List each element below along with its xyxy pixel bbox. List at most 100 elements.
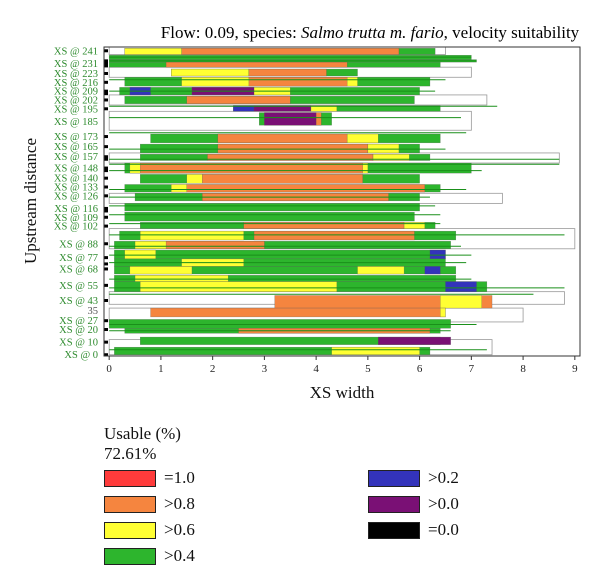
suitability-cell-gt06-64 [357, 266, 405, 275]
y-tick-label-23: 35 [88, 306, 99, 317]
legend-item-5: >0.0 [368, 494, 459, 514]
suitability-cell-gt06-34 [372, 154, 410, 161]
suitability-cell-gt04-57 [114, 249, 446, 260]
suitability-cell-gt06-8 [171, 68, 250, 77]
y-tick-label-11: XS @ 148 [54, 164, 98, 175]
suitability-cell-gt08-9 [248, 68, 327, 77]
suitability-cell-gt04-47 [124, 212, 415, 222]
suitability-cell-gt08-39 [202, 174, 363, 184]
dry-cell-5 [104, 80, 108, 84]
dry-cell-19 [104, 206, 108, 210]
legend-item-6: =0.0 [368, 520, 459, 540]
y-tick-label-2: XS @ 223 [54, 69, 98, 80]
y-tick-label-9: XS @ 165 [54, 142, 98, 153]
y-tick-label-26: XS @ 10 [59, 338, 98, 349]
legend-swatch [104, 547, 156, 565]
dry-cell-31 [104, 340, 108, 344]
y-tick-label-22: XS @ 43 [59, 296, 98, 307]
title-part-0: Flow: 0.09, species: [161, 23, 301, 42]
dry-cell-17 [104, 185, 108, 189]
x-tick-label-8: 8 [520, 363, 526, 375]
y-tick-label-7: XS @ 185 [54, 117, 98, 128]
dry-cell-30 [104, 328, 108, 332]
suitability-cell-gt06-58 [124, 249, 156, 260]
dry-cell-0 [104, 49, 108, 53]
x-tick-label-7: 7 [469, 363, 475, 375]
y-tick-label-19: XS @ 77 [59, 253, 98, 264]
dry-cell-21 [104, 215, 108, 219]
suitability-cell-gt08-53 [253, 230, 415, 241]
suitability-cell-gt06-81 [331, 346, 420, 355]
suitability-cell-gt06-69 [140, 281, 338, 292]
suitability-cell-gt06-67 [134, 275, 229, 282]
suitability-cell-gt08-12 [248, 77, 348, 87]
dry-cell-15 [104, 169, 108, 173]
legend-label: >0.0 [428, 494, 459, 513]
x-tick-label-4: 4 [313, 363, 319, 375]
y-axis-label: Upstream distance [21, 138, 40, 264]
dry-cell-14 [104, 166, 108, 170]
dry-cell-6 [104, 89, 108, 93]
usable-percentage: 72.61% [104, 444, 157, 463]
suitability-cell-gt08-18 [186, 95, 291, 104]
y-tick-label-5: XS @ 202 [54, 95, 98, 106]
dry-cell-27 [104, 283, 108, 287]
suitability-cell-gt02-70 [445, 281, 477, 292]
suitability-cell-gt08-6 [165, 61, 348, 68]
y-tick-label-20: XS @ 68 [59, 264, 98, 275]
dry-cell-10 [104, 135, 108, 139]
suitability-cell-gt04-62 [114, 266, 457, 275]
suitability-cell-gt08-56 [165, 241, 265, 249]
dry-cell-26 [104, 267, 108, 271]
y-tick-label-6: XS @ 195 [54, 104, 98, 115]
dry-cell-12 [104, 155, 108, 159]
suitability-cell-gt06-43 [171, 184, 187, 193]
legend-swatch [104, 469, 156, 487]
dry-cell-28 [104, 299, 108, 303]
legend-swatch [368, 521, 420, 539]
legend-label: >0.6 [164, 520, 195, 539]
y-tick-label-0: XS @ 241 [54, 46, 98, 57]
y-tick-label-12: XS @ 140 [54, 174, 98, 185]
dry-cell-11 [104, 145, 108, 149]
x-tick-label-1: 1 [158, 363, 164, 375]
dry-cell-18 [104, 194, 108, 198]
legend-label: =0.0 [428, 520, 459, 539]
suitability-cell-gt06-52 [140, 230, 244, 241]
x-tick-label-2: 2 [210, 363, 216, 375]
y-tick-label-24: XS @ 27 [59, 316, 98, 327]
suitability-cell-gt08-73 [150, 307, 446, 318]
suitability-cell-gt08-42 [186, 184, 425, 193]
y-tick-label-10: XS @ 157 [54, 152, 98, 163]
dry-cell-7 [104, 92, 108, 96]
dry-cell-8 [104, 98, 108, 102]
y-tick-label-4: XS @ 209 [54, 87, 98, 98]
legend-item-3: >0.4 [104, 546, 195, 566]
suitability-cell-gt02-59 [429, 249, 446, 260]
suitability-cell-gt04-54 [114, 241, 451, 249]
velocity-suitability-chart: Flow: 0.09, species: Salmo trutta m. far… [21, 23, 581, 402]
y-tick-label-8: XS @ 173 [54, 132, 98, 143]
legend-swatch [104, 495, 156, 513]
y-tick-label-15: XS @ 116 [54, 204, 98, 215]
suitability-cell-gt08-27 [217, 133, 348, 144]
y-tick-label-17: XS @ 102 [54, 222, 98, 233]
dry-cell-3 [104, 64, 108, 68]
suitability-cell-gt08-37 [140, 162, 363, 174]
dry-cell-25 [104, 262, 108, 266]
dry-cell-9 [104, 107, 108, 111]
legend-item-1: >0.8 [104, 494, 195, 514]
suitability-cell-gt06-74 [440, 307, 446, 318]
title-part-2: , velocity suitability [444, 23, 580, 42]
dry-cell-13 [104, 157, 108, 161]
suitability-cell-gt06-28 [346, 133, 379, 144]
x-tick-label-9: 9 [572, 363, 578, 375]
suitability-cell-gt06-72 [440, 295, 482, 309]
x-tick-label-0: 0 [106, 363, 112, 375]
suitability-cell-gt02-65 [424, 266, 441, 275]
legend-label: >0.4 [164, 546, 195, 565]
y-tick-label-16: XS @ 109 [54, 213, 98, 224]
dry-cell-4 [104, 71, 108, 75]
suitability-cell-gt08-1 [181, 48, 400, 55]
chart-title: Flow: 0.09, species: Salmo trutta m. far… [161, 23, 580, 42]
